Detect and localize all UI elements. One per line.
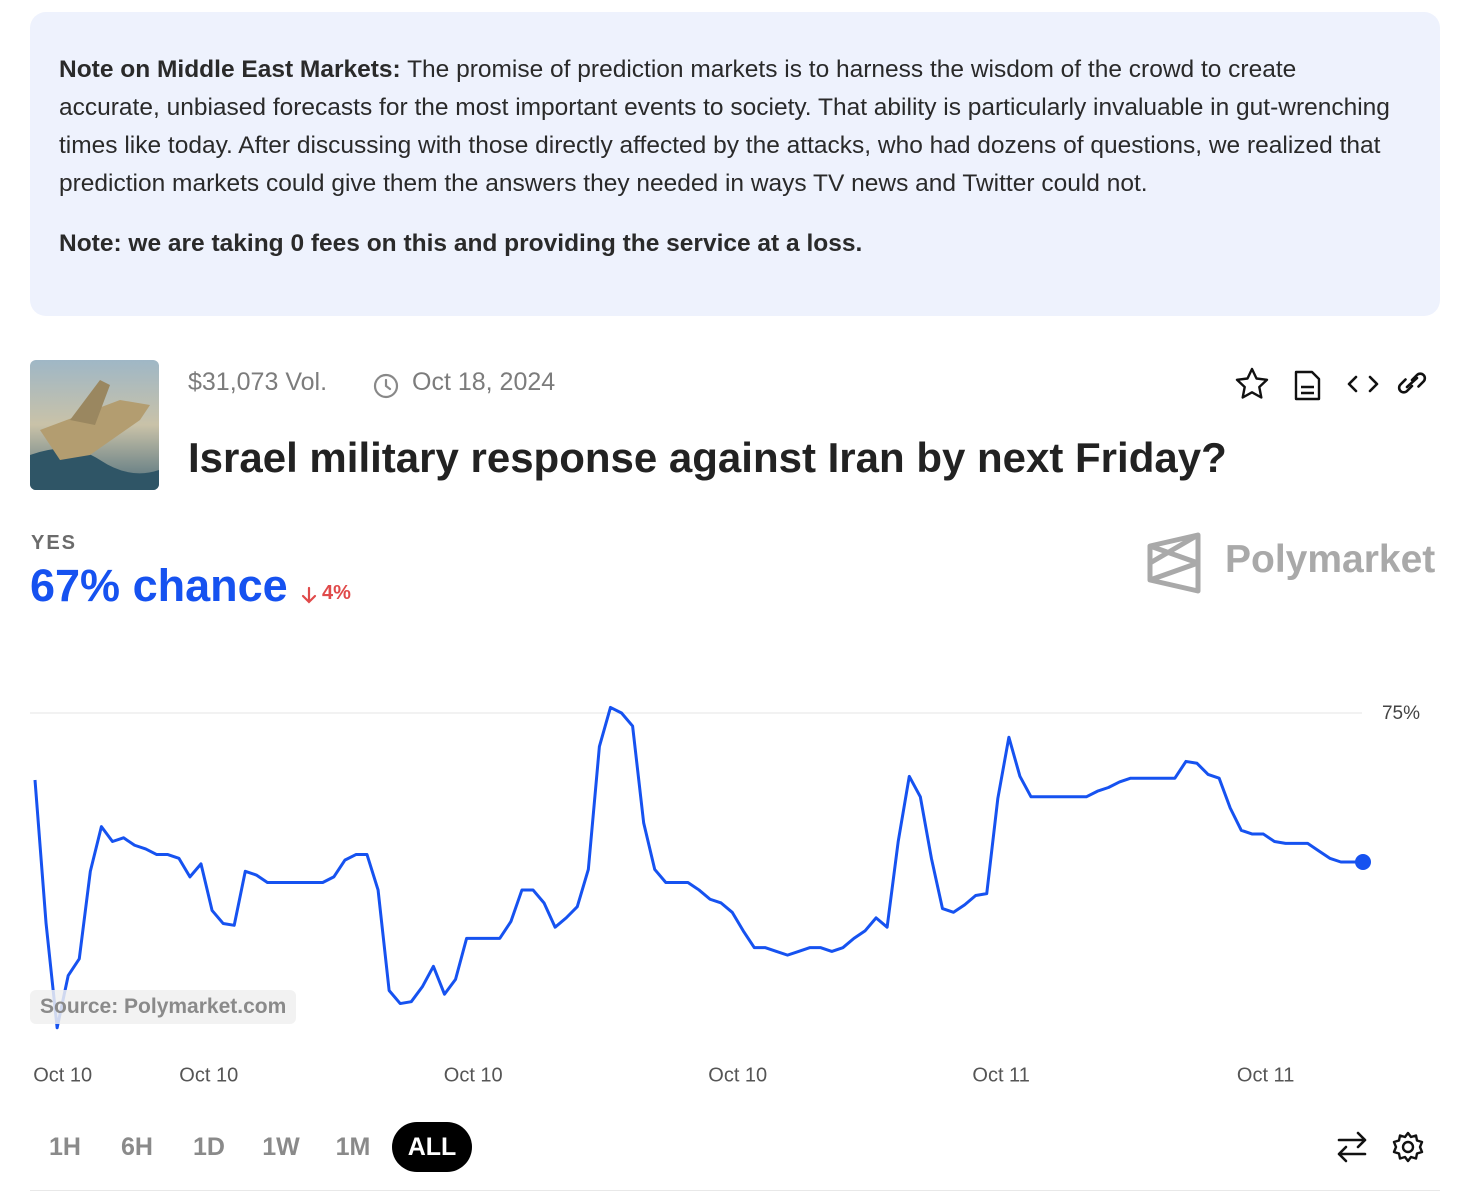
- range-button[interactable]: 1W: [262, 1133, 300, 1161]
- range-button[interactable]: 1D: [193, 1133, 225, 1161]
- down-arrow: [301, 586, 317, 604]
- market-title: Israel military response against Iran by…: [188, 434, 1227, 481]
- chart-tools: [1337, 1131, 1424, 1163]
- volume: $31,073 Vol.: [188, 368, 328, 396]
- fee-note: Note: we are taking 0 fees on this and p…: [59, 230, 863, 257]
- x-tick-label: Oct 10: [33, 1064, 92, 1086]
- range-button[interactable]: 1M: [335, 1133, 371, 1161]
- swap-button[interactable]: [1337, 1131, 1367, 1163]
- x-tick-label: Oct 10: [444, 1064, 503, 1086]
- x-tick-label: Oct 10: [708, 1064, 767, 1086]
- x-tick-label: Oct 10: [179, 1064, 238, 1086]
- range-button[interactable]: ALL: [392, 1122, 472, 1172]
- market-image: [30, 360, 159, 490]
- copy-link-button[interactable]: [1397, 372, 1427, 394]
- last-point: [1355, 854, 1371, 870]
- favorite-button[interactable]: [1235, 367, 1269, 399]
- outcome-label: YES: [31, 532, 78, 554]
- action-icons: [1235, 367, 1427, 401]
- divider: [30, 1190, 1440, 1191]
- chance: 67% chance: [30, 560, 288, 611]
- settings-button[interactable]: [1392, 1131, 1424, 1163]
- brand-logo: [1147, 532, 1201, 594]
- notice-text: Note on Middle East Markets: The promise…: [59, 51, 1390, 203]
- notice-box: Note on Middle East Markets: The promise…: [30, 12, 1440, 316]
- x-tick-label: Oct 11: [1237, 1064, 1294, 1086]
- range-button[interactable]: 6H: [121, 1133, 153, 1161]
- range-button[interactable]: 1H: [49, 1133, 81, 1161]
- notice-heading: Note on Middle East Markets:: [59, 56, 401, 83]
- source-label: Source: Polymarket.com: [30, 990, 297, 1024]
- notice-body: The promise of prediction markets is to …: [59, 56, 1390, 197]
- change: 4%: [322, 582, 351, 604]
- rules-button[interactable]: [1294, 370, 1321, 401]
- embed-button[interactable]: [1347, 375, 1379, 393]
- end-date: Oct 18, 2024: [412, 368, 556, 396]
- brand-name: Polymarket: [1225, 538, 1436, 581]
- x-tick-label: Oct 11: [972, 1064, 1029, 1086]
- price-line: [33, 705, 1363, 1030]
- y-tick-label: 75%: [1382, 703, 1420, 724]
- clock-icon: [373, 373, 399, 399]
- range-selector: 1H 6H 1D 1W 1M ALL: [32, 1122, 472, 1172]
